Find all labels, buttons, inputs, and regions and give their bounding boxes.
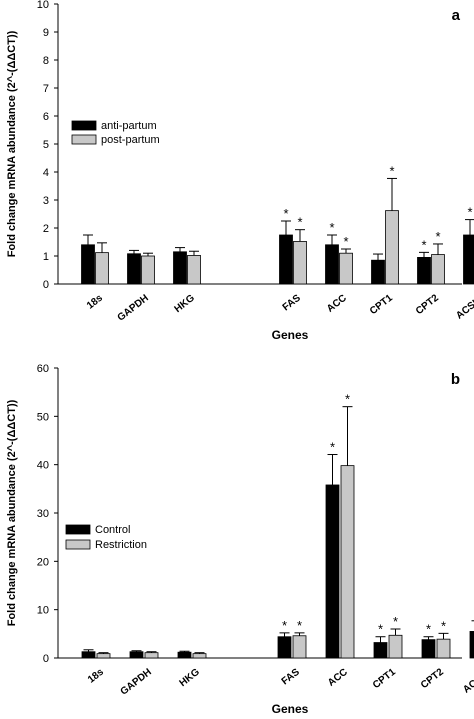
significance-marker: * (435, 229, 440, 244)
bar-post-partum-cpt1 (386, 211, 399, 284)
significance-marker: * (393, 614, 398, 629)
significance-marker: * (330, 440, 335, 455)
x-tick-label: CPT1 (371, 666, 398, 691)
x-tick-label: 18s (85, 292, 105, 311)
y-tick-label: 10 (37, 605, 49, 617)
legend-swatch (72, 121, 96, 130)
bar-control-acsl1 (470, 631, 474, 658)
bar-control-acc (326, 485, 339, 658)
y-axis-title: Fold change mRNA abundance (2^-(ΔΔCT)) (6, 399, 18, 626)
x-tick-label: ACC (326, 667, 350, 689)
legend-swatch (66, 540, 90, 549)
y-tick-label: 60 (37, 363, 49, 375)
bar-anti-partum-gapdh (128, 254, 141, 284)
y-tick-label: 9 (43, 27, 49, 39)
legend-label: anti-partum (101, 120, 157, 132)
significance-marker: * (283, 206, 288, 221)
x-tick-label: GAPDH (116, 293, 151, 324)
y-tick-label: 30 (37, 508, 49, 520)
significance-marker: * (421, 237, 426, 252)
x-tick-label: ACSL1 (461, 666, 474, 695)
bar-post-partum-acc (340, 253, 353, 284)
bar-post-partum-18s (96, 253, 109, 284)
bar-anti-partum-hkg (174, 252, 187, 284)
y-tick-label: 3 (43, 195, 49, 207)
legend-label: Control (95, 524, 130, 536)
y-tick-label: 20 (37, 556, 49, 568)
x-tick-label: HKG (178, 667, 202, 689)
y-tick-label: 50 (37, 411, 49, 423)
significance-marker: * (389, 163, 394, 178)
bar-control-cpt1 (374, 643, 387, 658)
y-tick-label: 6 (43, 111, 49, 123)
x-tick-label: 18s (86, 666, 106, 685)
chart-panel-a: 0 1 2 3 4 5 6 7 8 9 10 Fold change mRNA abundance (… (6, 0, 474, 342)
significance-marker: * (345, 392, 350, 407)
bar-control-18s (82, 652, 95, 658)
bar-restriction-gapdh (145, 653, 158, 658)
significance-marker: * (297, 618, 302, 633)
x-tick-label: GAPDH (119, 667, 154, 698)
y-tick-label: 1 (43, 251, 49, 263)
bar-control-fas (278, 637, 291, 658)
x-axis-title: Genes (272, 702, 309, 714)
bar-anti-partum-18s (82, 245, 95, 284)
bar-anti-partum-acsl1 (464, 235, 474, 284)
bar-post-partum-fas (294, 241, 307, 284)
bar-control-gapdh (130, 652, 143, 658)
y-axis-title: Fold change mRNA abundance (2^-(ΔΔCT)) (6, 30, 18, 257)
bar-anti-partum-fas (280, 235, 293, 284)
significance-marker: * (467, 205, 472, 220)
bar-post-partum-cpt2 (432, 255, 445, 284)
x-tick-label: ACSL1 (454, 292, 474, 321)
legend-swatch (72, 135, 96, 144)
panel-label: b (451, 371, 460, 388)
bar-post-partum-hkg (188, 255, 201, 284)
panel-label: a (452, 7, 461, 24)
x-tick-label: CPT2 (414, 292, 441, 317)
bar-restriction-cpt1 (389, 635, 402, 658)
bar-control-cpt2 (422, 640, 435, 658)
y-tick-label: 5 (43, 139, 49, 151)
x-tick-label: ACC (325, 293, 349, 315)
bar-restriction-acc (341, 466, 354, 658)
y-tick-label: 0 (43, 653, 49, 665)
y-tick-label: 2 (43, 223, 49, 235)
y-tick-label: 40 (37, 460, 49, 472)
significance-marker: * (441, 618, 446, 633)
significance-marker: * (282, 618, 287, 633)
bar-restriction-18s (97, 654, 110, 658)
x-tick-label: HKG (173, 293, 197, 315)
x-tick-label: CPT1 (368, 292, 395, 317)
bar-control-hkg (178, 652, 191, 658)
significance-marker: * (329, 220, 334, 235)
x-axis-title: Genes (272, 328, 309, 342)
significance-marker: * (426, 622, 431, 637)
significance-marker: * (297, 215, 302, 230)
y-tick-label: 8 (43, 55, 49, 67)
x-tick-label: CPT2 (419, 666, 446, 691)
bar-restriction-fas (293, 636, 306, 658)
y-tick-label: 10 (37, 0, 49, 11)
bar-anti-partum-acc (326, 245, 339, 284)
chart-panel-b: 0 10 20 30 40 50 60 Fold change mRNA abundance … (6, 363, 474, 714)
x-tick-label: FAS (281, 292, 303, 313)
y-tick-label: 0 (43, 279, 49, 291)
significance-marker: * (378, 622, 383, 637)
bar-anti-partum-cpt1 (372, 260, 385, 284)
bar-post-partum-gapdh (142, 256, 155, 284)
significance-marker: * (343, 234, 348, 249)
bar-anti-partum-cpt2 (418, 257, 431, 284)
bar-restriction-hkg (193, 654, 206, 658)
bar-restriction-cpt2 (437, 639, 450, 658)
legend-swatch (66, 525, 90, 534)
y-tick-label: 4 (43, 167, 49, 179)
legend-label: Restriction (95, 539, 147, 551)
legend-label: post-partum (101, 134, 160, 146)
y-tick-label: 7 (43, 83, 49, 95)
x-tick-label: FAS (280, 666, 302, 687)
